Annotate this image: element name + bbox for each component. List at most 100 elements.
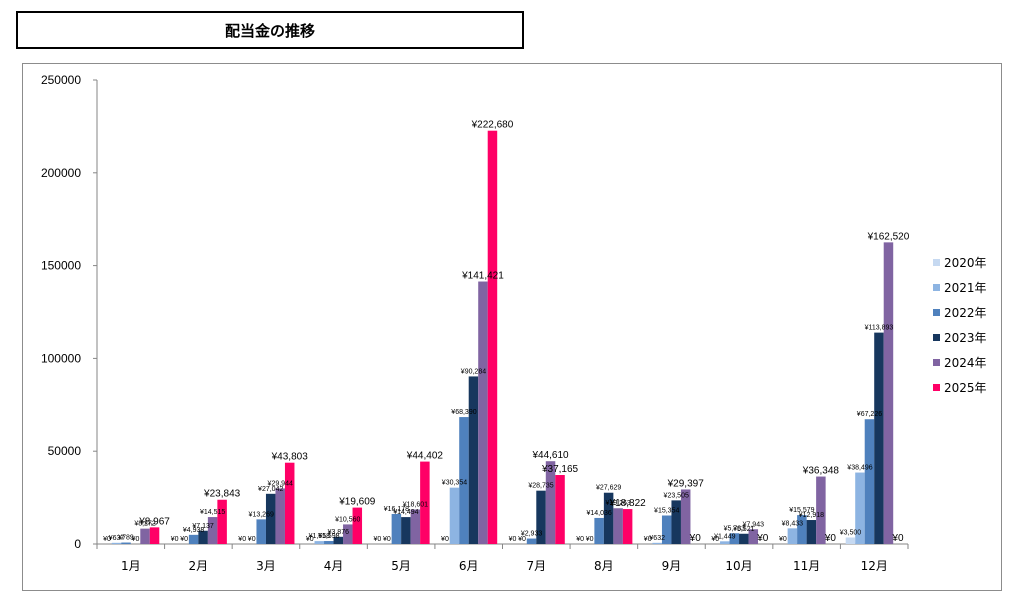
- data-label: ¥23,843: [203, 489, 241, 500]
- data-label: ¥0: [644, 536, 652, 543]
- data-label: ¥0: [756, 533, 769, 544]
- data-label: ¥10,560: [335, 516, 360, 523]
- data-label: ¥1,449: [714, 533, 736, 540]
- bar: [352, 507, 363, 544]
- bar: [410, 509, 421, 544]
- data-label: ¥29,944: [268, 480, 293, 487]
- bar: [545, 461, 556, 544]
- bar: [883, 242, 894, 544]
- y-tick-label: 150000: [41, 259, 81, 273]
- data-label: ¥5,521: [733, 526, 755, 533]
- data-label: ¥16,178: [384, 506, 409, 513]
- data-label: ¥28,735: [528, 483, 553, 490]
- data-label: ¥43,803: [271, 452, 309, 463]
- data-label: ¥0: [306, 536, 314, 543]
- bar: [468, 376, 479, 544]
- bar: [797, 515, 807, 544]
- legend-label: 2021年: [944, 281, 987, 295]
- data-label: ¥14,036: [586, 510, 611, 517]
- bar: [111, 542, 122, 544]
- x-tick-label: 5月: [391, 559, 411, 573]
- bar: [420, 461, 430, 544]
- data-label: ¥7,943: [743, 521, 765, 528]
- data-label: ¥0: [711, 536, 719, 543]
- bar: [478, 281, 488, 544]
- legend-label: 2020年: [944, 256, 987, 270]
- data-label: ¥637: [109, 535, 125, 542]
- data-label: ¥0: [441, 536, 449, 543]
- bar: [806, 520, 817, 544]
- data-label: ¥0: [779, 536, 787, 543]
- data-label: ¥0: [518, 536, 526, 543]
- data-label: ¥12,918: [799, 512, 824, 519]
- data-label: ¥0: [238, 536, 246, 543]
- y-tick-label: 250000: [41, 73, 81, 87]
- page-title: 配当金の推移: [224, 21, 315, 40]
- bar: [739, 533, 749, 544]
- bar: [343, 524, 353, 544]
- bar: [284, 462, 295, 544]
- bar: [729, 533, 740, 544]
- data-label: ¥44,402: [406, 451, 444, 462]
- data-label: ¥0: [180, 536, 188, 543]
- bar: [391, 513, 402, 544]
- legend-label: 2022年: [944, 306, 987, 320]
- data-label: ¥18,822: [609, 498, 647, 509]
- legend-swatch: [933, 334, 940, 341]
- y-tick-label: 50000: [48, 444, 82, 458]
- bar: [121, 542, 131, 544]
- data-label: ¥0: [824, 533, 837, 544]
- bar: [459, 417, 469, 544]
- data-label: ¥2,933: [521, 531, 543, 538]
- axes: 0 50000 100000 150000 200000 250000 1月 2月 3月 4月 5月…: [41, 73, 909, 573]
- data-label: ¥7,137: [192, 523, 214, 530]
- bar: [622, 509, 633, 544]
- chart-frame: [22, 63, 1002, 591]
- bar: [680, 489, 691, 544]
- bar: [845, 537, 856, 544]
- x-tick-label: 12月: [861, 559, 888, 573]
- legend-label: 2023年: [944, 331, 987, 345]
- data-label: ¥29,397: [667, 478, 705, 489]
- data-label: ¥162,520: [867, 231, 910, 242]
- data-label: ¥3,500: [840, 530, 862, 537]
- bar: [401, 517, 411, 544]
- legend-swatch: [933, 359, 940, 366]
- legend-swatch: [933, 259, 940, 266]
- data-label: ¥14,515: [200, 509, 225, 516]
- bar: [594, 517, 604, 544]
- bar: [661, 515, 672, 544]
- data-label: ¥0: [373, 536, 381, 543]
- x-tick-label: 6月: [459, 559, 479, 573]
- data-label: ¥113,893: [865, 325, 894, 332]
- bar: [265, 493, 276, 544]
- bar: [333, 536, 344, 544]
- data-label: ¥222,680: [471, 120, 514, 131]
- data-label: ¥68,390: [451, 409, 476, 416]
- x-tick-label: 11月: [793, 559, 820, 573]
- data-label: ¥36,348: [802, 466, 840, 477]
- bar: [671, 500, 681, 544]
- x-tick-label: 9月: [662, 559, 682, 573]
- data-label: ¥44,610: [531, 450, 569, 461]
- bar: [603, 492, 614, 544]
- x-tick-label: 4月: [324, 559, 344, 573]
- y-tick-label: 100000: [41, 351, 81, 365]
- bar: [149, 527, 160, 544]
- data-label: ¥18,601: [403, 501, 428, 508]
- bar: [487, 130, 498, 544]
- x-tick-label: 1月: [121, 559, 141, 573]
- data-label: ¥0: [132, 536, 140, 543]
- data-label: ¥8,433: [782, 520, 804, 527]
- data-label: ¥5,783: [724, 525, 746, 532]
- data-label: ¥3,876: [328, 529, 350, 536]
- data-label: ¥1,598: [318, 533, 340, 540]
- bar: [207, 517, 218, 544]
- data-label: ¥632: [649, 535, 665, 542]
- bar: [720, 541, 730, 544]
- bar: [140, 528, 150, 544]
- data-label: ¥90,284: [461, 368, 486, 375]
- legend: 2020年 2021年 2022年 2023年 2024年 2025年: [933, 256, 987, 395]
- y-tick-label: 0: [74, 537, 81, 551]
